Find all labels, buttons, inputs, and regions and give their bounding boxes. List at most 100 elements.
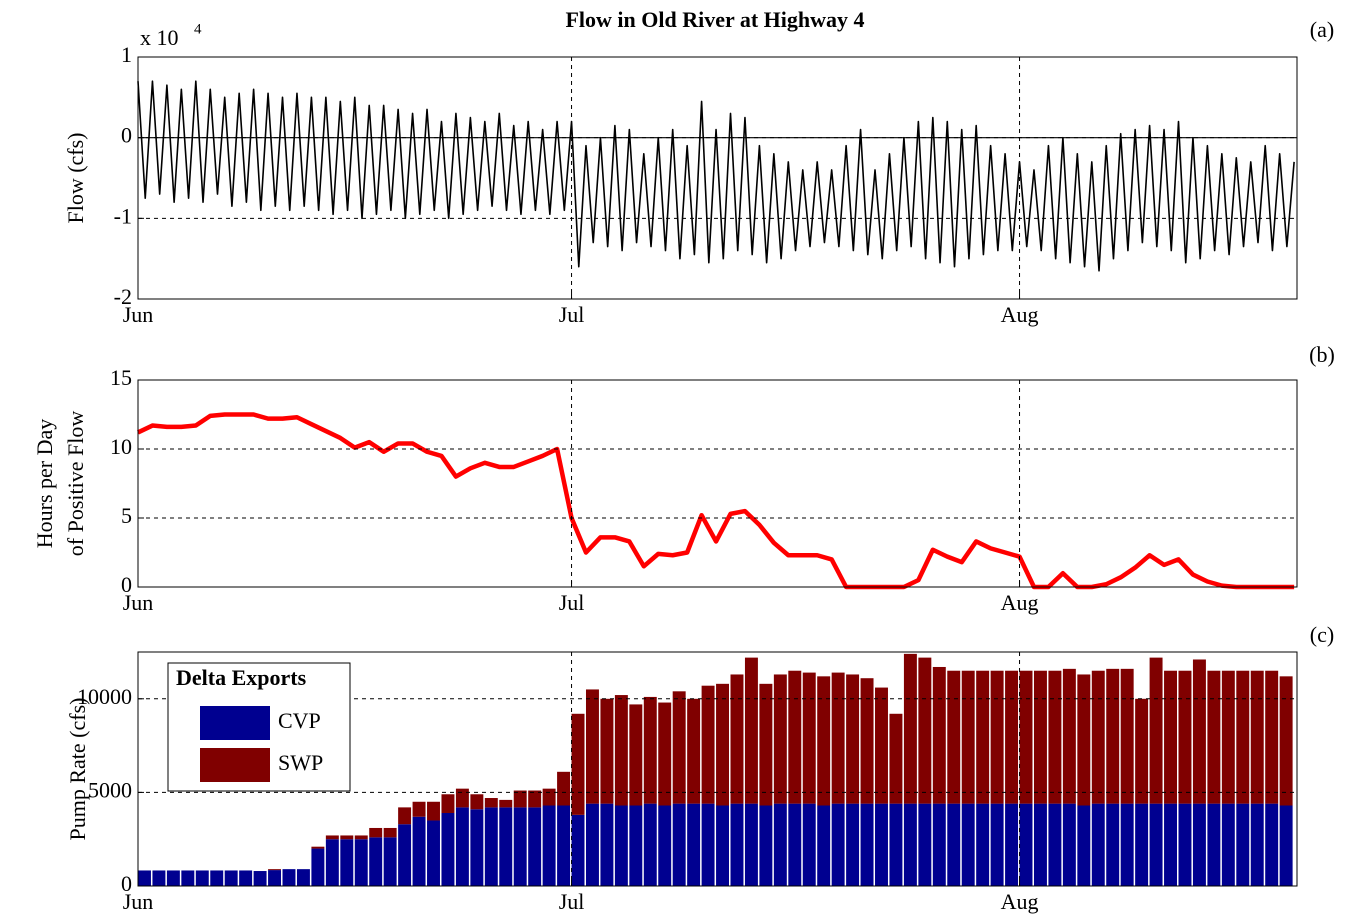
bar-segment [1120,668,1134,804]
y-multiplier: x 10 [140,25,179,50]
bar-segment [759,683,773,806]
bar-segment [1033,670,1047,804]
marks [137,80,1295,272]
legend-title: Delta Exports [176,665,307,690]
bar-segment [513,790,527,808]
bar-segment [585,803,599,886]
bar-segment [730,674,744,804]
bar-segment [383,827,397,838]
bar-segment [744,803,758,886]
bar-segment [441,812,455,886]
bar-segment [629,805,643,886]
panel-label: (b) [1309,342,1335,367]
data-line [137,80,1295,272]
bar-segment [990,803,1004,886]
bar-segment [1019,803,1033,886]
bar-segment [990,670,1004,804]
bar-segment [744,657,758,804]
y-tick-label: 10 [110,434,132,459]
y-tick-label: 5000 [88,777,132,802]
y-tick-label: -1 [114,203,132,228]
bar-segment [557,805,571,886]
bar-segment [976,803,990,886]
bar-segment [1192,803,1206,886]
bar-segment [1250,670,1264,804]
y-tick-label: 1 [121,42,132,67]
bar-segment [600,803,614,886]
bar-segment [1106,668,1120,804]
bar-segment [672,803,686,886]
bar-segment [542,788,556,806]
plot-area: 0 5 10 15 Jun Jul Aug [110,365,1298,615]
y-tick-label: 0 [121,871,132,896]
bar-segment [282,869,296,886]
x-tick-label: Aug [1001,889,1039,914]
bar-segment [1279,676,1293,806]
bar-segment [1062,668,1076,804]
legend-swatch [200,706,270,740]
bar-segment [773,674,787,804]
bar-segment [383,837,397,886]
bar-segment [484,798,498,808]
bar-segment [571,814,585,886]
bar-segment [802,803,816,886]
bar-segment [210,870,224,886]
y-tick-label: 5 [121,503,132,528]
bar-segment [499,799,513,808]
bar-segment [166,870,180,886]
y-tick-label: 0 [121,572,132,597]
bar-segment [268,869,282,871]
x-tick-label: Aug [1001,302,1039,327]
x-tick-label: Aug [1001,590,1039,615]
plot-frame [137,56,1298,300]
bar-segment [1091,803,1105,886]
bar-segment [470,809,484,886]
panel-label: (c) [1310,622,1334,647]
bar-segment [802,672,816,804]
y-axis-label: of Positive Flow [63,411,88,557]
y-axis-label: Hours per Day [32,419,57,549]
bar-segment [629,704,643,806]
bar-segment [1265,670,1279,804]
bar-segment [585,689,599,804]
bar-segment [701,803,715,886]
bar-segment [195,870,209,886]
bar-segment [1120,803,1134,886]
bar-segment [325,835,339,840]
bar-segment [1019,670,1033,804]
marks [137,412,1295,590]
bar-segment [1279,805,1293,886]
bar-segment [1236,803,1250,886]
bar-segment [571,713,585,815]
bar-segment [470,794,484,810]
bar-segment [340,839,354,886]
bar-segment [528,790,542,808]
bar-segment [1164,803,1177,886]
bar-segment [903,803,917,886]
bar-segment [1005,803,1019,886]
bar-segment [1221,803,1235,886]
bar-segment [875,687,888,804]
bar-segment [557,771,571,806]
bar-segment [1192,659,1206,804]
legend-swatch [200,748,270,782]
plot-area: 0 5000 10000 Jun Jul Aug [77,651,1298,914]
bar-segment [788,803,802,886]
bar-segment [311,846,325,849]
bar-segment [687,803,701,886]
bar-segment [860,678,874,804]
plot-frame [137,379,1298,588]
bar-segment [932,666,946,804]
bar-segment [1005,670,1019,804]
bar-segment [831,672,845,804]
bar-segment [600,698,614,804]
y-axis-label: Flow (cfs) [63,132,88,223]
bar-segment [773,803,787,886]
bar-segment [1207,803,1221,886]
bar-segment [1178,670,1192,804]
bar-segment [1265,803,1279,886]
bar-segment [614,805,628,886]
bar-segment [325,839,339,886]
y-axis-label: Pump Rate (cfs) [65,698,90,841]
